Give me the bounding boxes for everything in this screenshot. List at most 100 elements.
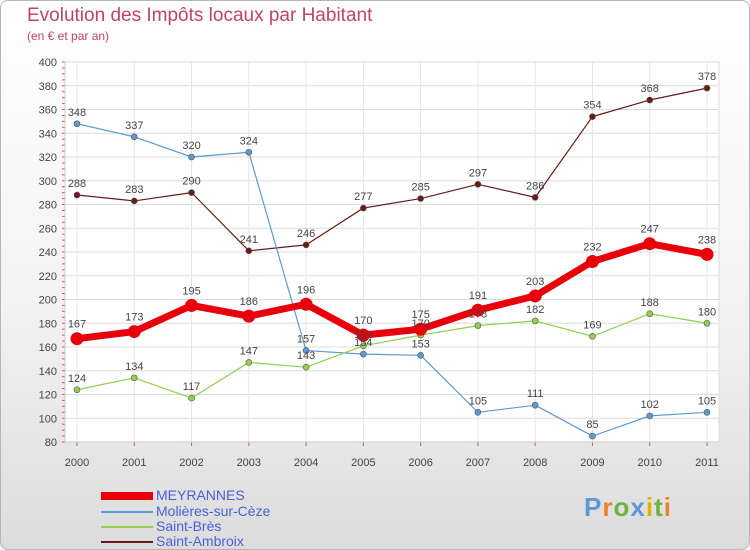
data-label: 203: [526, 276, 544, 288]
series-line: [76, 313, 708, 399]
x-tick-label: 2007: [466, 457, 490, 469]
data-label: 247: [641, 224, 659, 236]
y-tick-label: 340: [39, 128, 57, 140]
legend-item-molieres-sur-ceze[interactable]: Molières-sur-Cèze: [101, 503, 431, 520]
data-point: [245, 359, 253, 366]
data-point: [127, 325, 141, 339]
data-label: 286: [526, 180, 544, 192]
data-label: 111: [527, 388, 544, 400]
data-point: [185, 298, 199, 312]
data-point: [73, 191, 81, 199]
data-point: [589, 432, 596, 440]
data-label: 105: [469, 395, 487, 407]
data-point: [245, 148, 253, 156]
data-point: [646, 310, 654, 318]
data-label: 196: [297, 284, 315, 296]
series-line: [76, 123, 708, 437]
data-point: [589, 333, 596, 340]
y-tick-label: 240: [39, 247, 57, 259]
data-point: [700, 247, 714, 261]
x-tick-label: 2001: [122, 457, 146, 469]
data-point: [299, 297, 313, 311]
data-label: 324: [240, 135, 258, 147]
data-label: 297: [469, 167, 487, 179]
data-label: 170: [354, 315, 372, 327]
y-tick-label: 320: [39, 152, 57, 164]
data-point: [245, 247, 253, 255]
data-label: 105: [698, 395, 716, 407]
data-point: [242, 309, 256, 323]
data-label: 290: [182, 176, 200, 188]
y-tick-label: 360: [39, 105, 57, 117]
data-point: [356, 328, 370, 342]
data-label: 169: [583, 319, 601, 331]
data-point: [471, 303, 485, 317]
y-tick-label: 280: [39, 200, 57, 212]
data-label: 238: [698, 234, 716, 246]
legend-label: Saint-Ambroix: [156, 533, 244, 549]
data-label: 167: [68, 319, 86, 331]
x-tick-label: 2000: [65, 457, 89, 469]
y-tick-label: 80: [45, 437, 57, 449]
data-label: 348: [68, 107, 86, 119]
data-label: 147: [240, 345, 258, 357]
x-tick-label: 2005: [351, 457, 375, 469]
y-tick-label: 200: [39, 295, 57, 307]
chart-title: Evolution des Impôts locaux par Habitant: [27, 5, 373, 26]
y-tick-label: 160: [39, 342, 57, 354]
axes: [62, 61, 719, 446]
data-point: [130, 133, 138, 141]
data-point: [302, 347, 310, 354]
data-point: [703, 84, 711, 92]
data-label: 186: [240, 296, 258, 308]
data-point: [414, 322, 428, 336]
x-tick-label: 2011: [695, 457, 719, 469]
data-label: 161: [354, 329, 372, 341]
x-tick-label: 2003: [237, 457, 261, 469]
y-tick-label: 260: [39, 223, 57, 235]
series-line: [76, 87, 708, 252]
data-label: 232: [583, 242, 601, 254]
data-label: 170: [411, 318, 429, 330]
data-label: 134: [125, 361, 143, 373]
data-label: 182: [526, 304, 544, 316]
data-label: 173: [125, 312, 143, 324]
legend-label: Molières-sur-Cèze: [156, 503, 271, 519]
data-point: [360, 204, 367, 212]
series-group: [70, 84, 714, 440]
data-label: 117: [183, 381, 201, 393]
data-label: 143: [297, 350, 315, 362]
data-point: [417, 195, 424, 202]
legend-label: Saint-Brès: [156, 518, 222, 534]
legend-item-meyrannes[interactable]: MEYRANNES: [101, 487, 431, 504]
y-tick-label: 400: [39, 57, 57, 69]
data-point: [703, 319, 711, 327]
legend-item-saint-ambroix[interactable]: Saint-Ambroix: [101, 533, 431, 549]
data-label: 337: [125, 120, 143, 132]
data-label: 178: [469, 309, 487, 321]
data-point: [188, 153, 195, 161]
legend-swatch: [101, 526, 153, 528]
data-label: 195: [182, 285, 200, 297]
y-axis-ticks: 80 100 120 140 160 180 200 220 240 260 280 300 320 34…: [39, 57, 57, 449]
chart-subtitle: (en € et par an): [27, 29, 110, 43]
data-label: 102: [641, 399, 659, 411]
data-label: 378: [698, 71, 716, 83]
data-point: [360, 342, 367, 350]
data-point: [188, 189, 195, 196]
data-point: [302, 241, 310, 249]
x-axis-ticks: 2000 2001 2002 2003 2004 2005 2006 2007 2008 2009…: [65, 457, 719, 469]
data-label: 320: [182, 140, 200, 152]
data-point: [360, 350, 367, 358]
proxiti-logo: Proxiti: [584, 492, 672, 522]
data-label: 188: [641, 297, 659, 309]
data-label: 241: [240, 234, 258, 246]
legend-item-saint-bres[interactable]: Saint-Brès: [101, 518, 431, 535]
data-point: [73, 120, 81, 128]
data-point: [646, 412, 654, 420]
y-tick-label: 140: [39, 366, 57, 378]
data-point: [73, 386, 81, 394]
